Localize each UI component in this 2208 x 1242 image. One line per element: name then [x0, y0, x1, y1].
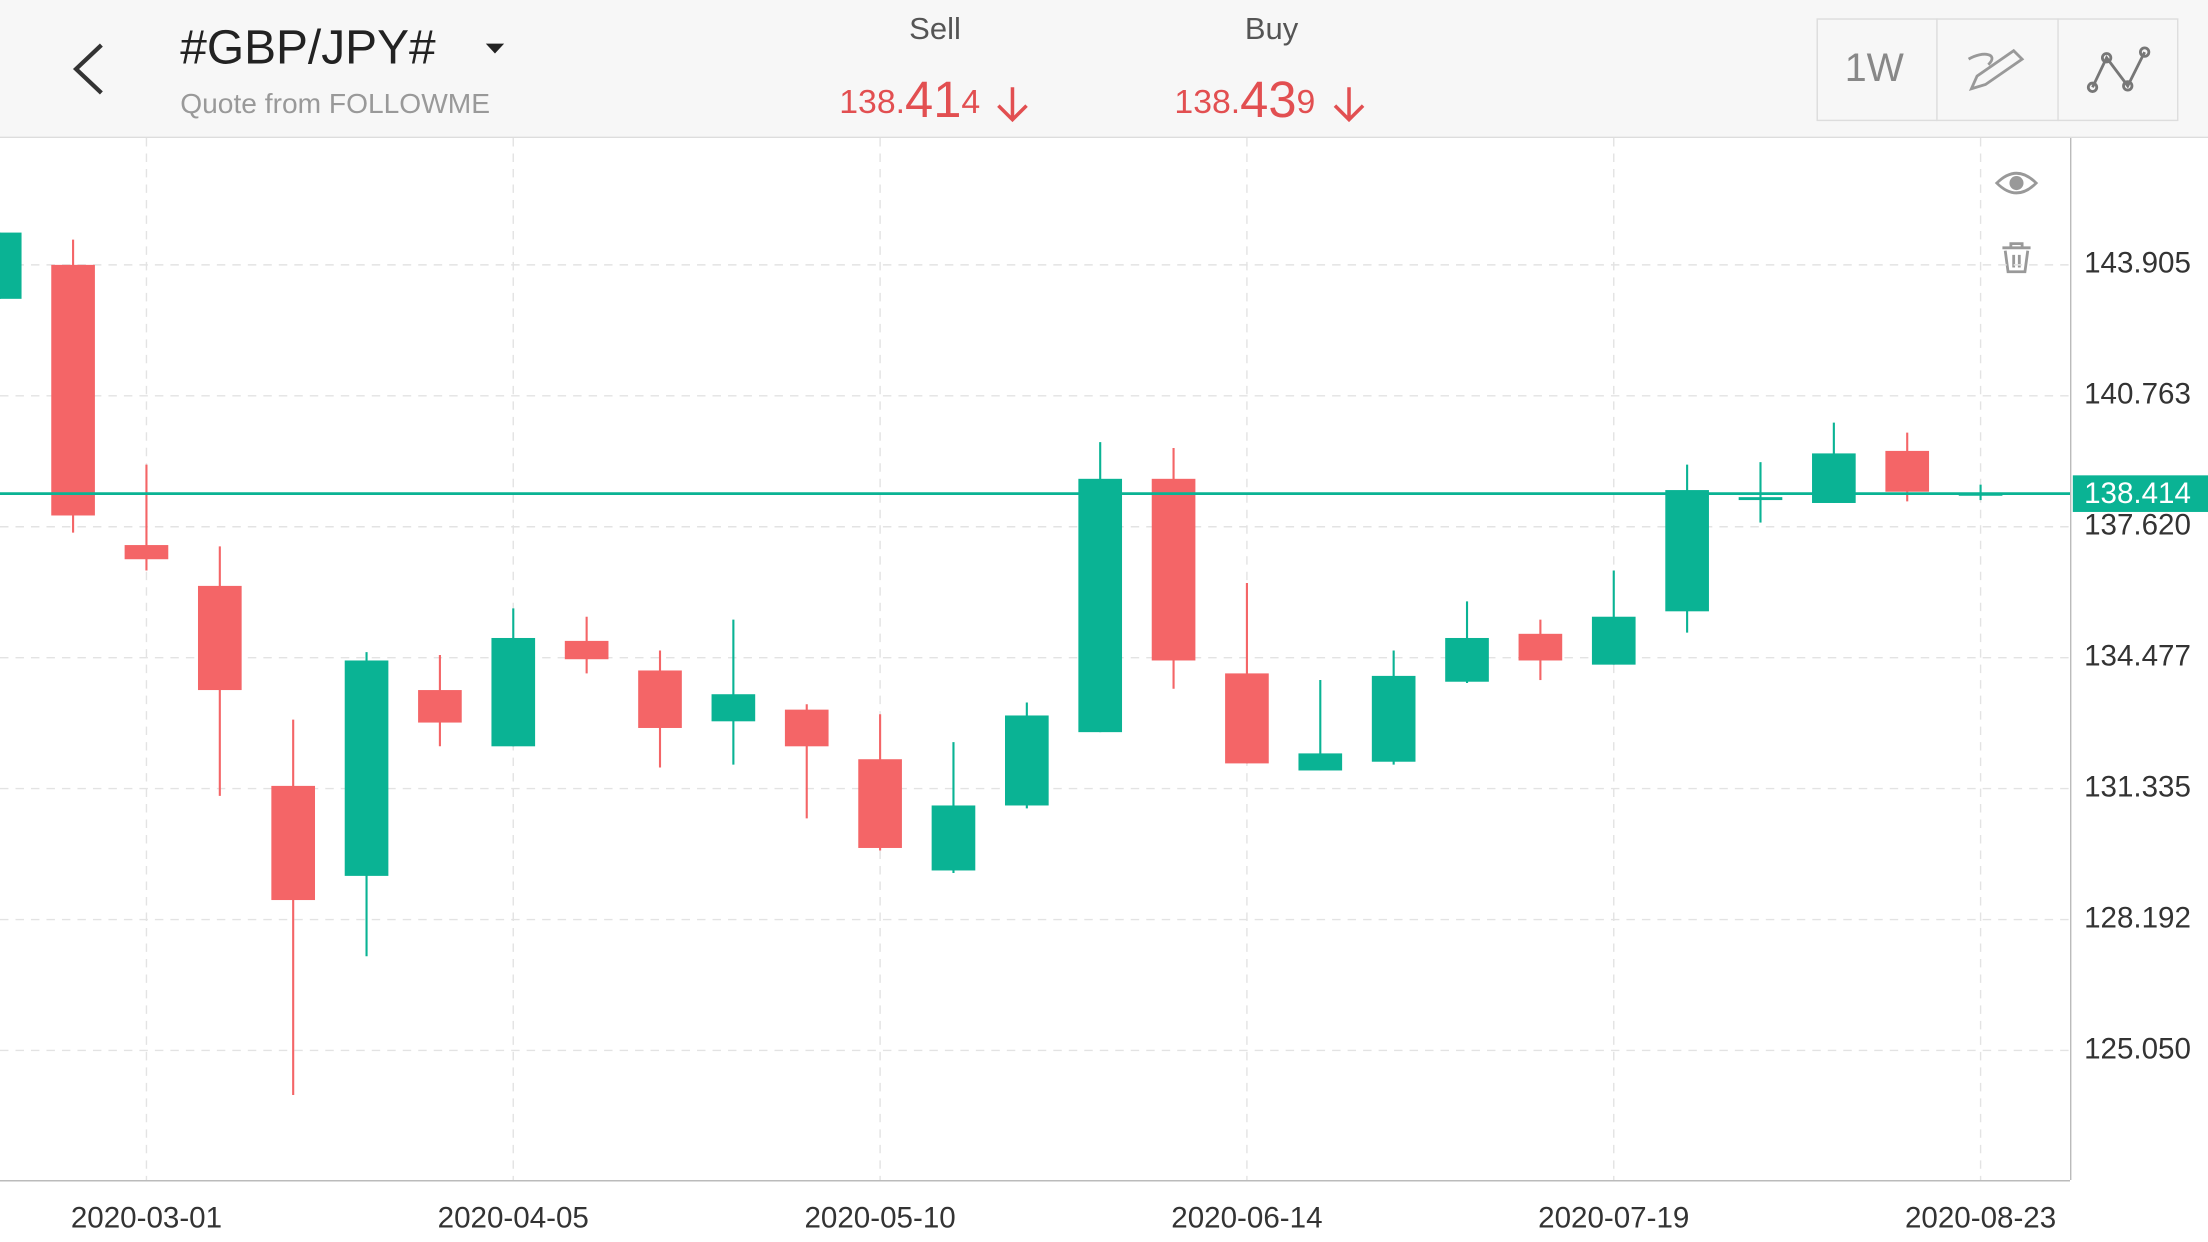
candle-body: [271, 785, 316, 901]
buy-price[interactable]: 138.439: [1174, 72, 1315, 129]
candle-body: [124, 545, 169, 560]
candle-body: [931, 805, 976, 871]
y-tick-label: 143.905: [2084, 247, 2191, 280]
y-tick-label: 134.477: [2084, 639, 2191, 672]
indicator-button[interactable]: [2086, 46, 2151, 93]
candle-body: [1078, 478, 1123, 733]
x-tick-label: 2020-03-01: [71, 1201, 222, 1234]
candle-body: [1005, 715, 1049, 806]
symbol[interactable]: #GBP/JPY#: [180, 21, 436, 74]
buy-down-arrow: [1333, 87, 1365, 123]
candle-body: [711, 694, 756, 722]
sell-price[interactable]: 138.414: [839, 72, 980, 129]
candle-body: [1225, 673, 1269, 764]
symbol-dropdown[interactable]: [485, 43, 505, 54]
candle-body: [1445, 637, 1489, 682]
toolbar: [1816, 18, 2179, 122]
candle-body: [418, 690, 462, 723]
candle-body: [1151, 478, 1196, 661]
axes: [0, 138, 2072, 1182]
x-tick-label: 2020-05-10: [804, 1201, 955, 1234]
last-price-label: 138.414: [2084, 477, 2191, 510]
y-tick-label: 137.620: [2084, 509, 2191, 542]
candle-body: [0, 232, 22, 299]
sell-down-arrow: [997, 87, 1028, 123]
candle-body: [564, 640, 609, 660]
buy-label: Buy: [1245, 11, 1299, 46]
candle-body: [858, 759, 902, 848]
subtitle: Quote from FOLLOWME: [180, 88, 490, 119]
candle-body: [1298, 753, 1343, 771]
x-tick-label: 2020-04-05: [438, 1201, 589, 1234]
y-tick-label: 131.335: [2084, 770, 2191, 803]
period-button[interactable]: 1W: [1845, 46, 1905, 90]
sell-label: Sell: [909, 11, 961, 46]
candle-body: [344, 660, 389, 876]
candle-body: [1885, 450, 1930, 492]
candle-body: [784, 709, 829, 747]
x-tick-label: 2020-08-23: [1905, 1201, 2056, 1234]
last-price-tag: [2072, 475, 2208, 512]
x-tick-label: 2020-06-14: [1171, 1201, 1322, 1234]
candle-body: [1518, 633, 1563, 661]
x-tick-label: 2020-07-19: [1538, 1201, 1689, 1234]
y-tick-label: 125.050: [2084, 1032, 2191, 1065]
candle-body: [1591, 616, 1636, 665]
candle-body: [491, 637, 536, 747]
draw-button[interactable]: [1967, 48, 2025, 91]
candle-body: [1665, 490, 1709, 612]
back-button[interactable]: [72, 43, 103, 95]
candle-body: [1738, 497, 1783, 501]
candle-body: [638, 670, 682, 728]
delete-button[interactable]: [2002, 242, 2031, 274]
eye-button[interactable]: [1994, 171, 2039, 195]
y-tick-label: 128.192: [2084, 901, 2191, 934]
candle-body: [1812, 453, 1856, 503]
candle-body: [1371, 675, 1416, 762]
candles: [0, 232, 2003, 1096]
candle-body: [197, 585, 242, 691]
grid: [0, 138, 2070, 1181]
y-tick-label: 140.763: [2084, 378, 2191, 411]
candle-body: [51, 264, 95, 516]
